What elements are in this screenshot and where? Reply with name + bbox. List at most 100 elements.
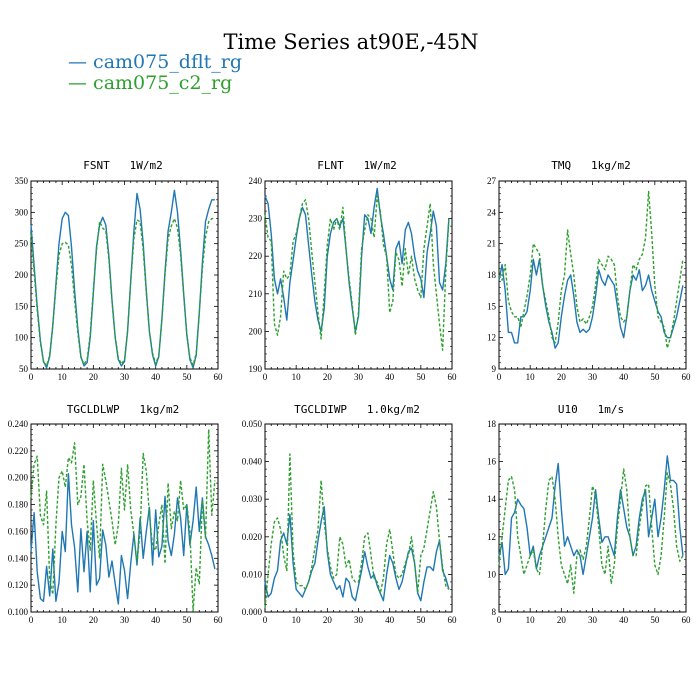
panel-title: TMQ 1kg/m2 [551, 159, 630, 172]
series-line-c2 [498, 190, 684, 349]
y-tick-label: 0.160 [8, 526, 29, 536]
x-tick-label: 60 [682, 372, 692, 382]
panel-tgcldlwp: TGCLDLWP 1kg/m2 0 10 20 30 40 50 60 0.100 0.120 0… [8, 403, 223, 625]
y-tick-label: 150 [15, 301, 29, 311]
x-tick-label: 10 [58, 372, 68, 382]
y-tick-label: 0.180 [8, 500, 29, 510]
x-tick-label: 50 [182, 615, 192, 625]
y-tick-label: 250 [15, 239, 29, 249]
y-tick-label: 210 [249, 289, 263, 299]
y-tick-label: 12 [487, 333, 496, 343]
y-tick-label: 50 [19, 364, 29, 374]
x-tick-label: 30 [354, 615, 364, 625]
x-tick-label: 40 [151, 615, 161, 625]
panel-u10: U10 1m/s 0 10 20 30 40 50 60 8 10 12 14 16 18 [487, 403, 691, 625]
x-tick-label: 20 [557, 372, 567, 382]
series-line-c2 [498, 468, 684, 594]
y-tick-label: 18 [487, 419, 497, 429]
y-tick-label: 230 [249, 214, 263, 224]
legend-dash-c2: — [68, 72, 93, 94]
y-tick-label: 8 [492, 607, 497, 617]
y-tick-label: 16 [487, 457, 497, 467]
y-tick-label: 190 [249, 364, 263, 374]
panel-title: TGCLDIWP 1.0kg/m2 [294, 403, 420, 416]
y-tick-label: 0.020 [242, 532, 263, 542]
y-tick-label: 10 [487, 569, 497, 579]
panel-tmq: TMQ 1kg/m2 0 10 20 30 40 50 60 9 12 15 18 21 24 27 [487, 159, 691, 382]
plot-frame [264, 180, 453, 370]
series-line-dflt [498, 258, 684, 349]
plot-frame [498, 180, 687, 370]
series-line-dflt [264, 506, 450, 602]
x-tick-label: 0 [497, 372, 502, 382]
x-tick-label: 10 [526, 615, 536, 625]
x-tick-label: 20 [323, 372, 333, 382]
x-tick-label: 50 [650, 372, 660, 382]
panel-title: TGCLDLWP 1kg/m2 [67, 403, 180, 416]
x-tick-label: 20 [89, 372, 99, 382]
x-tick-label: 0 [29, 372, 34, 382]
panel-title: U10 1m/s [558, 403, 624, 416]
legend-dash-dflt: — [68, 51, 93, 73]
y-tick-label: 0.120 [8, 580, 29, 590]
y-tick-label: 12 [487, 532, 496, 542]
y-tick-label: 0.140 [8, 553, 29, 563]
x-tick-label: 40 [619, 372, 629, 382]
y-tick-label: 0.040 [242, 457, 263, 467]
x-tick-label: 10 [526, 372, 536, 382]
x-tick-label: 10 [58, 615, 68, 625]
y-tick-label: 0.200 [8, 473, 29, 483]
x-tick-label: 40 [385, 615, 395, 625]
y-tick-label: 0.030 [242, 494, 263, 504]
y-tick-label: 14 [487, 494, 497, 504]
panel-fsnt: FSNT 1W/m2 0 10 20 30 40 50 60 50 100 150 200 250 30… [15, 159, 224, 382]
y-tick-label: 240 [249, 176, 263, 186]
y-tick-label: 0.010 [242, 569, 263, 579]
y-tick-label: 27 [487, 176, 497, 186]
plot-frame [30, 180, 219, 370]
y-tick-label: 18 [487, 270, 497, 280]
series-line-c2 [30, 217, 215, 367]
series-line-dflt [264, 187, 450, 333]
y-tick-label: 0.050 [242, 419, 263, 429]
x-tick-label: 50 [416, 615, 426, 625]
legend-entry-c2: — cam075_c2_rg [68, 72, 232, 94]
legend-label-dflt: — cam075_dflt_rg [68, 51, 242, 73]
y-tick-label: 0.220 [8, 446, 29, 456]
y-tick-label: 0.240 [8, 419, 29, 429]
x-tick-label: 60 [214, 372, 224, 382]
x-tick-label: 60 [682, 615, 692, 625]
series-line-dflt [30, 473, 216, 605]
x-tick-label: 50 [182, 372, 192, 382]
panel-title: FSNT 1W/m2 [83, 159, 162, 172]
x-tick-label: 20 [89, 615, 99, 625]
x-tick-label: 30 [588, 372, 598, 382]
panel-flnt: FLNT 1W/m2 0 10 20 30 40 50 60 190 200 210 220 230 2… [249, 159, 458, 382]
y-tick-label: 24 [487, 207, 497, 217]
y-tick-label: 300 [15, 207, 29, 217]
x-tick-label: 40 [619, 615, 629, 625]
x-tick-label: 40 [151, 372, 161, 382]
x-tick-label: 0 [497, 615, 502, 625]
x-tick-label: 60 [448, 372, 458, 382]
y-tick-label: 9 [492, 364, 497, 374]
x-tick-label: 0 [263, 615, 268, 625]
x-tick-label: 20 [557, 615, 567, 625]
panel-title: FLNT 1W/m2 [317, 159, 396, 172]
x-tick-label: 30 [354, 372, 364, 382]
y-tick-label: 220 [249, 251, 263, 261]
y-tick-label: 0.000 [242, 607, 263, 617]
y-tick-label: 21 [487, 239, 496, 249]
x-tick-label: 30 [120, 372, 130, 382]
figure-title: Time Series at90E,-45N [223, 30, 478, 54]
x-tick-label: 40 [385, 372, 395, 382]
x-tick-label: 60 [214, 615, 224, 625]
x-tick-label: 20 [323, 615, 333, 625]
x-tick-label: 60 [448, 615, 458, 625]
y-tick-label: 15 [487, 301, 497, 311]
legend: — cam075_dflt_rg — cam075_c2_rg [68, 51, 242, 94]
x-tick-label: 30 [120, 615, 130, 625]
panel-tgcldiwp: TGCLDIWP 1.0kg/m2 0 10 20 30 40 50 60 0.000 0.01… [242, 403, 457, 625]
y-tick-label: 200 [249, 326, 263, 336]
